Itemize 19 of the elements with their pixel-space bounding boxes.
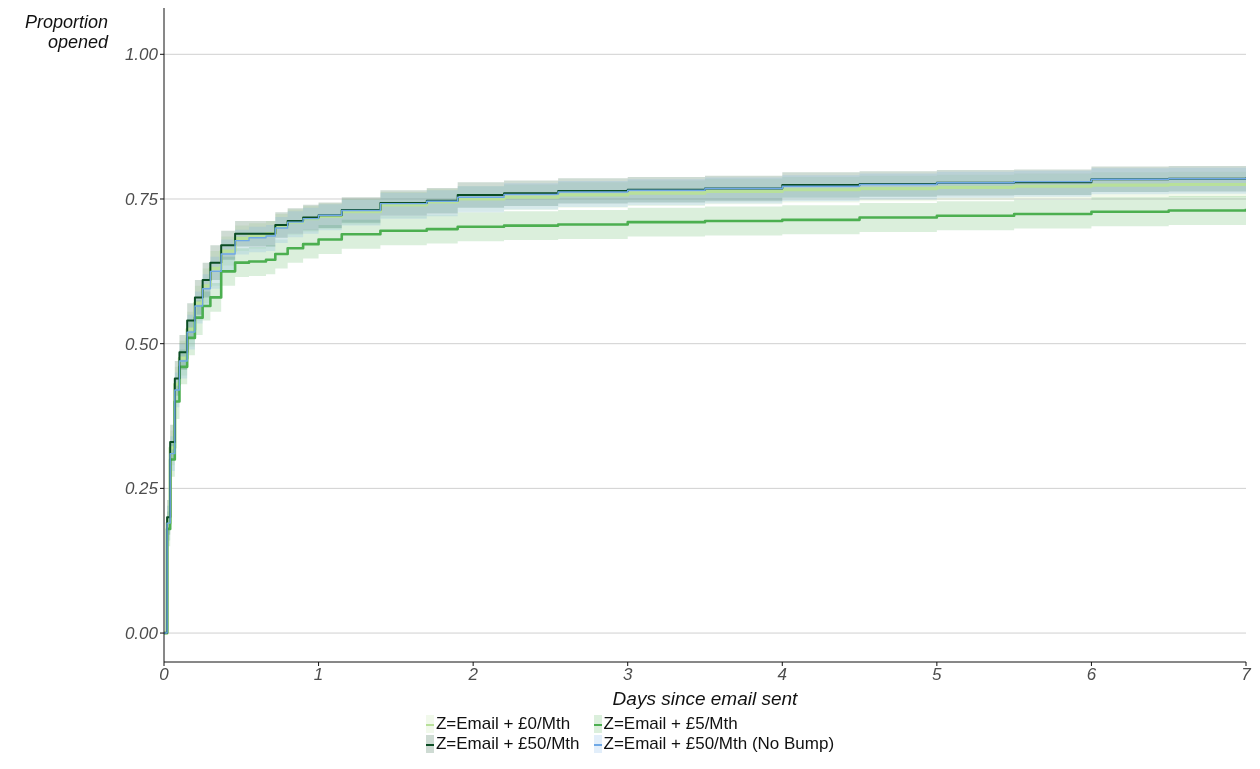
legend-label: Z=Email + £5/Mth: [603, 714, 738, 734]
legend-label: Z=Email + £50/Mth (No Bump): [603, 734, 835, 754]
y-tick-label: 0.50: [124, 334, 159, 354]
x-tick-label: 0: [159, 665, 170, 685]
legend-label: Z=Email + £50/Mth: [435, 734, 580, 754]
x-tick-label: 6: [1086, 665, 1097, 685]
x-tick-label: 5: [932, 665, 943, 685]
y-tick-label: 1.00: [124, 45, 159, 65]
x-tick-label: 7: [1241, 665, 1252, 685]
x-tick-label: 4: [777, 665, 788, 685]
legend-label: Z=Email + £0/Mth: [435, 714, 571, 734]
y-tick-label: 0.75: [124, 190, 159, 210]
y-tick-label: 0.25: [124, 479, 159, 499]
y-tick-label: 0.00: [124, 624, 159, 644]
x-tick-label: 2: [467, 665, 479, 685]
x-tick-label: 1: [313, 665, 324, 685]
x-axis-title: Days since email sent: [611, 688, 799, 710]
y-axis-title: Proportion opened: [23, 12, 108, 52]
x-tick-label: 3: [622, 665, 633, 685]
